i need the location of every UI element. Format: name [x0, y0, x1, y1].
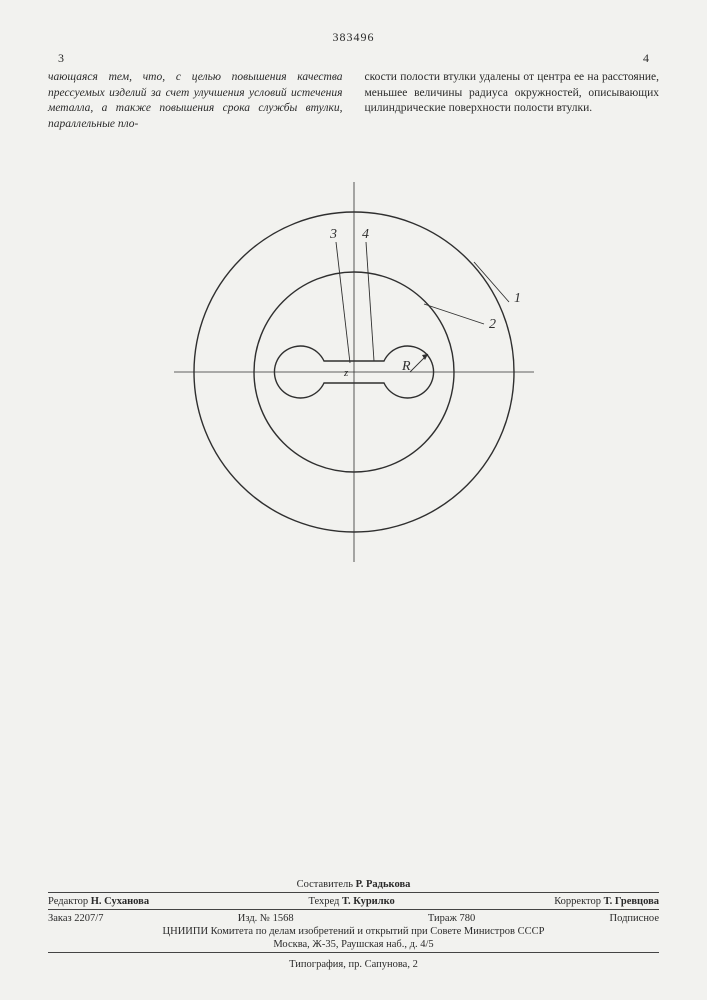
label-1: 1 [514, 291, 521, 306]
compiler-label: Составитель [297, 879, 353, 890]
right-text: скости полости втулки удалены от центра … [365, 71, 660, 114]
editor-name: Н. Суханова [91, 896, 149, 907]
credits-row: Редактор Н. Суханова Техред Т. Курилко К… [48, 892, 659, 909]
izd-no: Изд. № 1568 [238, 913, 294, 924]
tech-cell: Техред Т. Курилко [309, 896, 395, 907]
print-line: Типография, пр. Сапунова, 2 [48, 952, 659, 970]
print-info-row: Заказ 2207/7 Изд. № 1568 Тираж 780 Подпи… [48, 909, 659, 926]
org-line: ЦНИИПИ Комитета по делам изобретений и о… [48, 926, 659, 939]
col-num-left: 3 [58, 51, 64, 66]
tech-label: Техред [309, 896, 340, 907]
order-no: Заказ 2207/7 [48, 913, 103, 924]
compiler-line: Составитель Р. Радькова [48, 876, 659, 892]
leader-1 [474, 262, 509, 302]
corrector-cell: Корректор Т. Гревцова [554, 896, 659, 907]
label-3: 3 [329, 227, 337, 242]
tirazh: Тираж 780 [428, 913, 475, 924]
label-r: R [401, 359, 411, 374]
left-column: чающаяся тем, что, с целью повышения кач… [48, 70, 343, 132]
footer-block: Составитель Р. Радькова Редактор Н. Суха… [48, 876, 659, 970]
column-numbers: 3 4 [58, 51, 649, 66]
leader-3 [336, 242, 350, 363]
leader-2 [424, 304, 484, 324]
tech-name: Т. Курилко [342, 896, 395, 907]
label-4: 4 [362, 227, 369, 242]
doc-number: 383496 [48, 30, 659, 45]
label-2: 2 [489, 317, 496, 332]
patent-page: 383496 3 4 чающаяся тем, что, с целью по… [0, 0, 707, 1000]
corrector-name: Т. Гревцова [604, 896, 659, 907]
editor-label: Редактор [48, 896, 88, 907]
sign: Подписное [610, 913, 659, 924]
right-column: скости полости втулки удалены от центра … [365, 70, 660, 132]
col-num-right: 4 [643, 51, 649, 66]
technical-diagram: 1 2 3 4 R z [48, 162, 659, 582]
leader-4 [366, 242, 374, 361]
label-z: z [343, 367, 349, 379]
left-text: чающаяся тем, что, с целью повышения кач… [48, 71, 343, 130]
compiler-name: Р. Радькова [356, 879, 411, 890]
text-columns: чающаяся тем, что, с целью повышения кач… [48, 70, 659, 132]
addr-line: Москва, Ж-35, Раушская наб., д. 4/5 [48, 939, 659, 952]
corrector-label: Корректор [554, 896, 601, 907]
editor-cell: Редактор Н. Суханова [48, 896, 149, 907]
